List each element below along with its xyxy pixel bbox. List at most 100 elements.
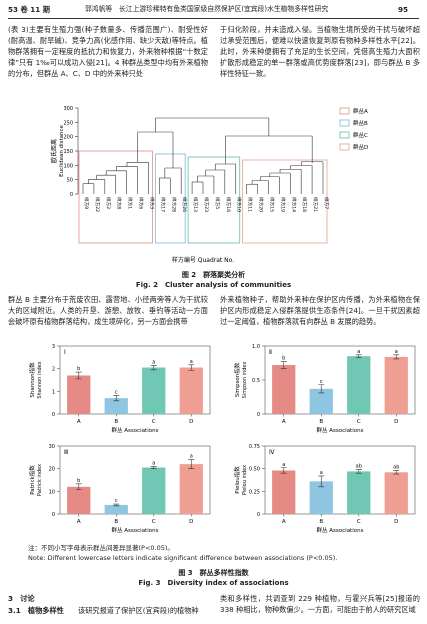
error-bar <box>393 354 400 360</box>
leaf-label: 样方11 <box>247 197 254 212</box>
y-tick-label: 150 <box>63 149 73 155</box>
paragraph: 于归化阶段，并未造成入侵。当植物生境所受的干扰与破坏超过承受范围后，便难以快速恢… <box>220 25 420 78</box>
leaf-label: 样方6 <box>138 197 145 209</box>
y-tick-label: 1 <box>52 389 55 395</box>
leaf-label: 样方21 <box>312 197 319 212</box>
group-box <box>154 153 186 244</box>
x-axis-label: 群丛 Associations <box>317 426 364 434</box>
legend-swatch <box>339 143 350 151</box>
legend-swatch <box>339 131 350 139</box>
y-tick-label: 10 <box>49 489 55 495</box>
y-axis-label: Pielou指数 <box>233 466 241 494</box>
x-tick-label: B <box>319 419 323 425</box>
bar <box>272 470 296 514</box>
running-title: 郭鸿帆等 长江上游珍稀特有鱼类国家级自然保护区(宜宾段)水生植物多样性研究 <box>85 5 329 13</box>
caption: Fig. 2 Cluster analysis of communities <box>135 281 292 289</box>
leaf-label: 样方10 <box>236 197 243 212</box>
error-bar <box>280 467 287 474</box>
leaf-label: 样方9 <box>83 197 90 209</box>
leaf-label: 样方13 <box>192 197 199 212</box>
note: Note: Different lowercase letters indica… <box>28 554 338 562</box>
caption: 图 2 群落聚类分析 <box>181 271 246 279</box>
significance-letter: c <box>115 389 118 395</box>
bar <box>67 375 91 414</box>
error-bar <box>75 371 82 380</box>
panel-numeral: Ⅱ <box>269 349 272 356</box>
group-box <box>242 159 328 244</box>
x-axis-label: 群丛 Associations <box>317 526 364 534</box>
y-tick-label: 200 <box>63 135 73 141</box>
plot-frame <box>59 345 211 415</box>
bar <box>104 398 128 414</box>
significance-letter: a <box>152 460 155 466</box>
plot-frame <box>59 445 211 515</box>
error-bar <box>188 364 195 371</box>
x-tick-label: B <box>114 419 118 425</box>
y-tick-label: 0.25 <box>249 489 260 495</box>
y-tick-label: 0 <box>52 412 55 418</box>
bar <box>272 365 296 414</box>
y-tick-label: 100 <box>63 163 73 169</box>
section-heading: 3 讨论 <box>8 594 35 603</box>
caption: Fig. 3 Diversity index of associations <box>138 579 289 587</box>
paragraph: 该研究报道了保护区(宜宾段)的植物种 <box>78 606 199 615</box>
x-axis-label: 群丛 Associations <box>112 426 159 434</box>
x-tick-label: C <box>152 419 156 425</box>
note: 注：不同小写字母表示群丛间差异显著(P<0.05)。 <box>28 544 174 552</box>
x-tick-label: C <box>357 419 361 425</box>
bar <box>104 504 128 514</box>
significance-letter: a <box>282 462 285 468</box>
legend-swatch <box>339 107 350 115</box>
y-tick-label: 50 <box>67 178 73 184</box>
figure-2: 0 50 100 150 200 250 300 欧氏距离 Euclidean distance… <box>50 106 368 264</box>
y-tick-label: 0.75 <box>249 444 260 450</box>
significance-letter: a <box>357 349 360 355</box>
significance-letter: b <box>77 366 80 372</box>
significance-letter: a <box>320 470 323 476</box>
y-axis-label: Pielou index <box>242 465 248 495</box>
plot-frame <box>264 445 416 515</box>
panel-numeral: Ⅰ <box>64 349 66 356</box>
leaf-label: 样方2 <box>105 197 112 209</box>
significance-letter: b <box>282 356 285 362</box>
leaf-label: 样方3 <box>148 197 155 209</box>
y-axis-label: Euclidean distance <box>59 124 65 176</box>
paragraph: 外来植物种子，帮助外来种在保护区内传播，为外来植物在保护区内形成稳定入侵群落提供… <box>220 295 420 326</box>
paragraph: (表 3)主要有生殖力强(种子数量多、传播范围广)、耐受性好(耐高温、耐旱碱)、… <box>8 25 208 78</box>
leaf-label: 样方1 <box>127 197 134 209</box>
significance-letter: a <box>152 359 155 365</box>
leaf-label: 样方26 <box>181 197 188 212</box>
error-bar <box>75 483 82 491</box>
error-bar <box>318 384 325 394</box>
error-bar <box>113 503 120 507</box>
error-bar <box>188 459 195 469</box>
page-number: 95 <box>398 5 409 14</box>
caption: 图 3 群丛多样性指数 <box>178 569 249 577</box>
y-tick-label: 1.0 <box>252 344 260 350</box>
error-bar <box>393 470 400 475</box>
x-tick-label: D <box>189 519 193 525</box>
y-tick-label: 2 <box>52 367 55 373</box>
significance-letter: c <box>320 379 323 385</box>
y-tick-label: 30 <box>49 444 55 450</box>
bar <box>142 467 166 514</box>
significance-letter: a <box>190 359 193 365</box>
y-tick-label: 300 <box>63 106 73 112</box>
panel-numeral: Ⅲ <box>64 449 68 456</box>
y-tick-label: 250 <box>63 120 73 126</box>
y-axis-label: Shannon index <box>37 361 43 398</box>
bar <box>384 356 408 414</box>
paragraph: 群丛 B 主要分布于荒废农田、露营地、小径两旁等人为干扰较大的区域附近。人类的开… <box>8 295 208 326</box>
x-tick-label: B <box>319 519 323 525</box>
y-axis-label: Patrick指数 <box>28 465 36 495</box>
error-bar <box>318 475 325 488</box>
x-tick-label: C <box>357 519 361 525</box>
x-axis-label: 群丛 Associations <box>112 526 159 534</box>
significance-letter: c <box>115 498 118 504</box>
leaf-label: 样方16 <box>225 197 232 212</box>
y-tick-label: 3 <box>52 344 55 350</box>
bar <box>347 471 371 514</box>
leaf-label: 样方8 <box>116 197 123 209</box>
y-axis-label: Simpson指数 <box>233 362 241 397</box>
